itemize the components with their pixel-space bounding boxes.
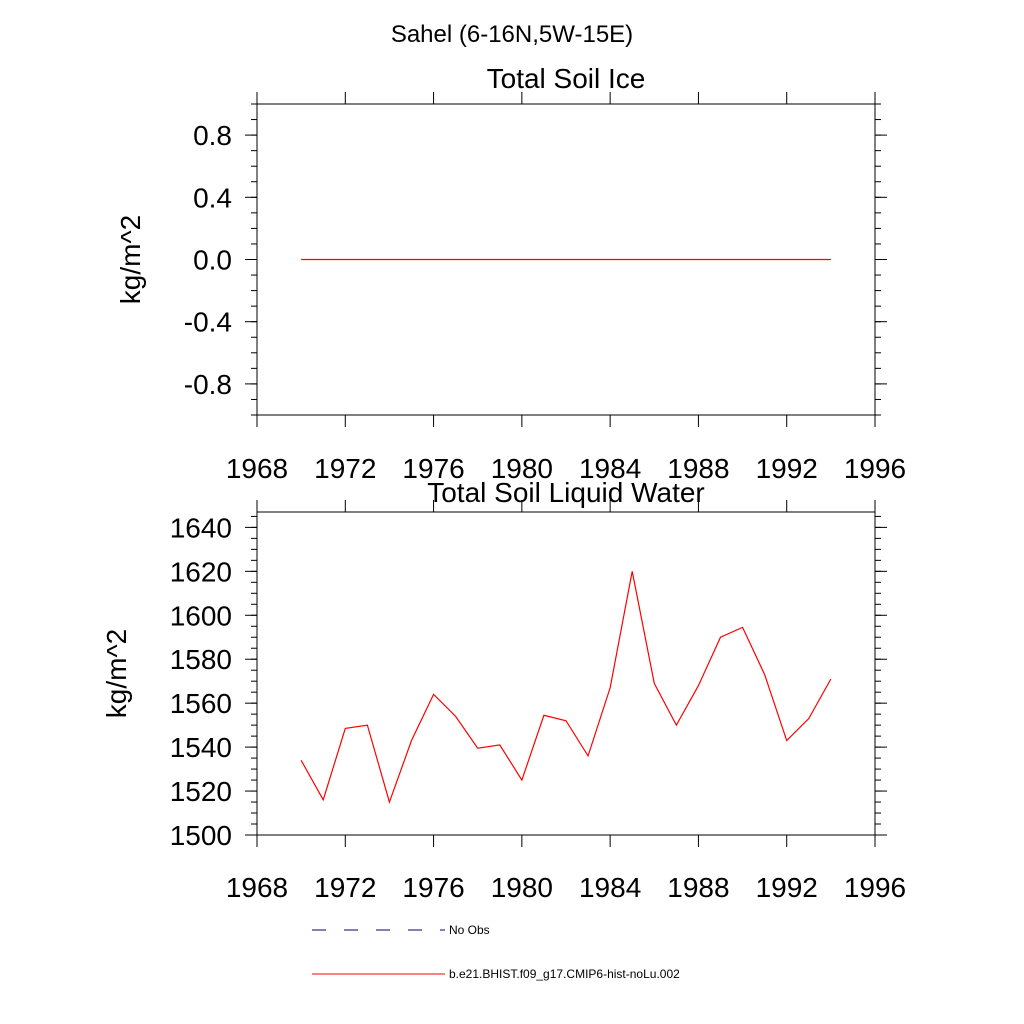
y-axis-label: kg/m^2 bbox=[115, 215, 146, 304]
y-tick-label: 1580 bbox=[170, 644, 232, 675]
chart-title: Total Soil Liquid Water bbox=[427, 477, 705, 508]
plot-frame bbox=[256, 511, 876, 836]
x-tick-label: 1976 bbox=[402, 453, 464, 484]
y-axis-label: kg/m^2 bbox=[101, 629, 132, 718]
x-tick-label: 1992 bbox=[756, 872, 818, 903]
legend: No Obs b.e21.BHIST.f09_g17.CMIP6-hist-noL… bbox=[312, 923, 680, 981]
y-tick-label: 1640 bbox=[170, 512, 232, 543]
y-tick-label: 1560 bbox=[170, 688, 232, 719]
x-tick-label: 1976 bbox=[402, 872, 464, 903]
x-tick-label: 1980 bbox=[491, 453, 553, 484]
y-tick-label: 1520 bbox=[170, 776, 232, 807]
figure-suptitle: Sahel (6-16N,5W-15E) bbox=[391, 21, 633, 48]
x-tick-label: 1996 bbox=[844, 872, 906, 903]
x-tick-label: 1968 bbox=[226, 872, 288, 903]
x-tick-label: 1996 bbox=[844, 453, 906, 484]
chart-panel-2: Total Soil Liquid Water kg/m^2 1968 1972 197… bbox=[101, 477, 906, 903]
x-tick-label: 1988 bbox=[667, 453, 729, 484]
y-tick-label: 0.4 bbox=[193, 182, 232, 213]
y-tick-label: 1500 bbox=[170, 820, 232, 851]
chart-title: Total Soil Ice bbox=[487, 63, 646, 94]
y-tick-label: -0.8 bbox=[184, 369, 232, 400]
chart-panel-1: Total Soil Ice kg/m^2 1968 1972 1976 1980 1984… bbox=[115, 63, 906, 484]
y-tick-label: 0.0 bbox=[193, 245, 232, 276]
y-tick-label: 1540 bbox=[170, 732, 232, 763]
y-tick-label: -0.4 bbox=[184, 307, 232, 338]
y-tick-label: 0.8 bbox=[193, 120, 232, 151]
legend-label-1: No Obs bbox=[449, 923, 490, 937]
x-tick-label: 1988 bbox=[667, 872, 729, 903]
x-tick-label: 1984 bbox=[579, 453, 641, 484]
x-tick-label: 1980 bbox=[491, 872, 553, 903]
x-tick-label: 1984 bbox=[579, 872, 641, 903]
series-line bbox=[300, 571, 832, 804]
y-tick-label: 1620 bbox=[170, 556, 232, 587]
legend-label-2: b.e21.BHIST.f09_g17.CMIP6-hist-noLu.002 bbox=[449, 967, 680, 981]
x-tick-label: 1992 bbox=[756, 453, 818, 484]
y-tick-label: 1600 bbox=[170, 600, 232, 631]
x-tick-label: 1972 bbox=[314, 453, 376, 484]
x-tick-label: 1972 bbox=[314, 872, 376, 903]
x-tick-label: 1968 bbox=[226, 453, 288, 484]
